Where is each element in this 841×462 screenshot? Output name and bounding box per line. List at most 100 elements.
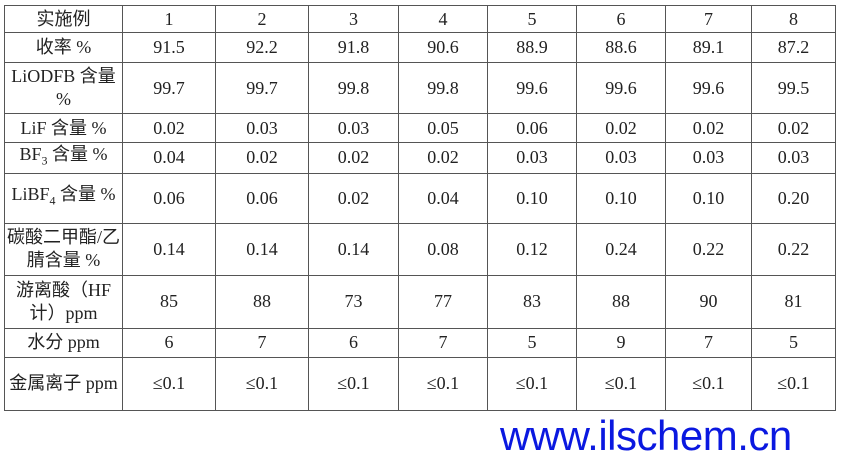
header-column: 5: [487, 5, 577, 33]
table-cell: 88.6: [576, 32, 666, 63]
table-cell: 0.02: [665, 113, 752, 143]
table-cell: 99.6: [576, 62, 666, 114]
label-main: BF: [19, 144, 42, 164]
row-label: 水分 ppm: [4, 327, 123, 358]
table-cell: 0.02: [398, 142, 488, 174]
label-rest: 含量 %: [55, 184, 116, 205]
table-cell: ≤0.1: [122, 356, 216, 411]
table-cell: 99.7: [122, 62, 216, 114]
table-cell: 7: [215, 327, 309, 358]
table-cell: 88.9: [487, 32, 577, 63]
table-cell: 0.04: [398, 172, 488, 224]
table-cell: ≤0.1: [487, 356, 577, 411]
table-cell: 0.24: [576, 222, 666, 276]
table-row: 碳酸二甲酯/乙腈含量 % 0.14 0.14 0.14 0.08 0.12 0.24 0.22…: [4, 222, 836, 276]
header-row: 实施例 1 2 3 4 5 6 7 8: [4, 5, 836, 33]
table-cell: 0.02: [215, 142, 309, 174]
table-cell: 7: [398, 327, 488, 358]
table-cell: 0.03: [576, 142, 666, 174]
table-cell: ≤0.1: [751, 356, 836, 411]
watermark: www.ilschem.cn: [500, 412, 792, 459]
header-label: 实施例: [4, 5, 123, 33]
header-column: 3: [308, 5, 399, 33]
row-label: 金属离子 ppm: [4, 356, 123, 411]
table-cell: 0.03: [751, 142, 836, 174]
table-cell: 0.03: [215, 113, 309, 143]
table-cell: 87.2: [751, 32, 836, 63]
table-cell: 0.02: [122, 113, 216, 143]
label-subscript: 3: [41, 153, 48, 168]
table-cell: 5: [487, 327, 577, 358]
table-row: LiF 含量 % 0.02 0.03 0.03 0.05 0.06 0.02 0.02 0.02: [4, 113, 836, 143]
table-cell: 0.06: [487, 113, 577, 143]
table-cell: 0.14: [308, 222, 399, 276]
table-cell: 88: [576, 274, 666, 329]
table-cell: ≤0.1: [308, 356, 399, 411]
header-column: 8: [751, 5, 836, 33]
table-cell: 0.08: [398, 222, 488, 276]
table-cell: 0.10: [487, 172, 577, 224]
table-cell: 99.6: [487, 62, 577, 114]
table-cell: 0.02: [576, 113, 666, 143]
table-cell: 91.5: [122, 32, 216, 63]
table-cell: 0.03: [665, 142, 752, 174]
table-cell: 0.02: [751, 113, 836, 143]
table-cell: 81: [751, 274, 836, 329]
table-cell: ≤0.1: [398, 356, 488, 411]
row-label: 游离酸（HF计）ppm: [4, 274, 123, 329]
table-cell: 9: [576, 327, 666, 358]
table-row: 水分 ppm 6 7 6 7 5 9 7 5: [4, 327, 836, 358]
table-cell: 73: [308, 274, 399, 329]
row-label: BF3 含量 %: [4, 142, 123, 174]
header-column: 2: [215, 5, 309, 33]
table-cell: 0.04: [122, 142, 216, 174]
table-cell: 7: [665, 327, 752, 358]
table-row: LiODFB 含量 % 99.7 99.7 99.8 99.8 99.6 99.6 99.6 9…: [4, 62, 836, 114]
row-label: 碳酸二甲酯/乙腈含量 %: [4, 222, 123, 276]
table-cell: 0.03: [308, 113, 399, 143]
table-cell: 89.1: [665, 32, 752, 63]
header-column: 6: [576, 5, 666, 33]
label-main: LiBF: [11, 184, 50, 205]
table-cell: 99.8: [308, 62, 399, 114]
table-cell: ≤0.1: [215, 356, 309, 411]
table-row: 游离酸（HF计）ppm 85 88 73 77 83 88 90 81: [4, 274, 836, 329]
table-cell: 0.22: [665, 222, 752, 276]
table-row: BF3 含量 % 0.04 0.02 0.02 0.02 0.03 0.03 0.03 0.03: [4, 142, 836, 174]
table-row: 金属离子 ppm ≤0.1 ≤0.1 ≤0.1 ≤0.1 ≤0.1 ≤0.1 ≤0.1 ≤0.1: [4, 356, 836, 411]
label-subscript: 4: [49, 193, 56, 208]
table-cell: 90.6: [398, 32, 488, 63]
table-cell: 88: [215, 274, 309, 329]
header-column: 4: [398, 5, 488, 33]
table-cell: 99.7: [215, 62, 309, 114]
table-cell: 99.8: [398, 62, 488, 114]
table-cell: 0.20: [751, 172, 836, 224]
label-rest: 含量 %: [47, 144, 108, 164]
row-label: LiF 含量 %: [4, 113, 123, 143]
table-cell: 0.12: [487, 222, 577, 276]
table-cell: ≤0.1: [665, 356, 752, 411]
table-cell: 0.22: [751, 222, 836, 276]
table-cell: 99.6: [665, 62, 752, 114]
table-cell: 0.06: [215, 172, 309, 224]
table-cell: 6: [122, 327, 216, 358]
header-column: 7: [665, 5, 752, 33]
row-label: LiBF4 含量 %: [4, 172, 123, 224]
table-cell: 0.02: [308, 172, 399, 224]
table-cell: 5: [751, 327, 836, 358]
table-cell: 0.10: [576, 172, 666, 224]
table-cell: 6: [308, 327, 399, 358]
row-label: LiODFB 含量 %: [4, 62, 123, 114]
table-cell: 91.8: [308, 32, 399, 63]
table-cell: ≤0.1: [576, 356, 666, 411]
table-cell: 90: [665, 274, 752, 329]
table-row: LiBF4 含量 % 0.06 0.06 0.02 0.04 0.10 0.10 0.10 0.…: [4, 172, 836, 224]
table-cell: 0.14: [122, 222, 216, 276]
table-cell: 0.10: [665, 172, 752, 224]
table-cell: 0.06: [122, 172, 216, 224]
table-row: 收率 % 91.5 92.2 91.8 90.6 88.9 88.6 89.1 87.2: [4, 32, 836, 63]
table-cell: 85: [122, 274, 216, 329]
header-column: 1: [122, 5, 216, 33]
table-cell: 0.05: [398, 113, 488, 143]
table-cell: 99.5: [751, 62, 836, 114]
